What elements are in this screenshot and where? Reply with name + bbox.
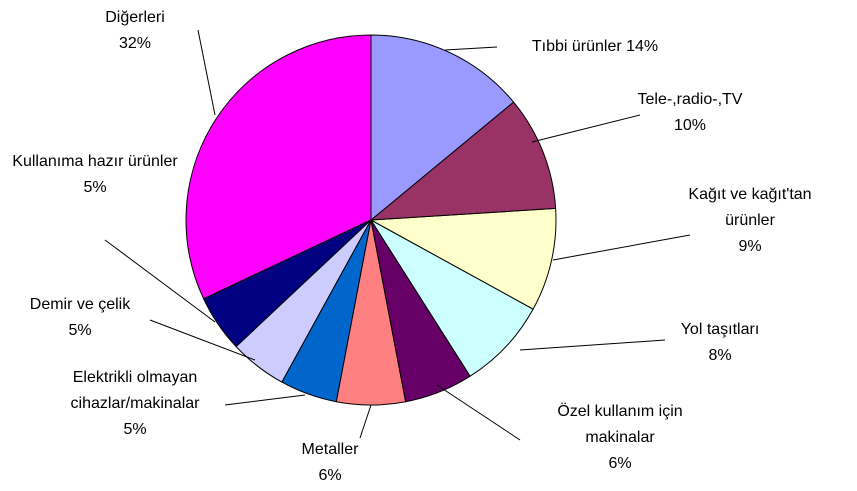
category-label: Yol taşıtları [680, 321, 760, 338]
slice-label: Elektrikli olmayan cihazlar/makinalar 5% [50, 365, 220, 443]
leader-line [531, 114, 641, 143]
slice-label: Yol taşıtları 8% [635, 317, 805, 369]
category-label: Özel kullanım için makinalar [557, 403, 683, 446]
category-label: Demir ve çelik [29, 296, 131, 313]
category-label: Tele-,radio-,TV [637, 91, 743, 108]
leader-lines [104, 29, 691, 441]
value-label: 5% [68, 322, 92, 339]
category-label: Kullanıma hazır ürünler [12, 153, 178, 170]
slice-label: Özel kullanım için makinalar 6% [535, 399, 705, 477]
slice-label: Demir ve çelik 5% [0, 292, 165, 344]
slice-label: Tıbbi ürünler 14% [485, 34, 705, 60]
leader-line [359, 404, 372, 439]
leader-line [519, 339, 666, 351]
slice-label: Kullanıma hazır ürünler 5% [10, 149, 180, 201]
leader-line [224, 394, 306, 406]
leader-line [197, 29, 216, 116]
slice-label: Tele-,radio-,TV 10% [605, 87, 775, 139]
slice-label: Metaller 6% [245, 437, 415, 489]
leader-line [444, 46, 498, 51]
value-label: 6% [318, 467, 342, 484]
value-label: 5% [123, 421, 147, 438]
value-label: 32% [118, 35, 152, 52]
pie-slice [370, 34, 515, 222]
leader-line [436, 384, 521, 441]
value-label: 9% [738, 238, 762, 255]
category-label: Metaller [301, 441, 359, 458]
slice-label: Diğerleri 32% [50, 5, 220, 57]
category-label: Elektrikli olmayan cihazlar/makinalar [70, 369, 200, 412]
value-label: 14% [626, 38, 659, 55]
leader-line [104, 239, 216, 323]
pie-slice [369, 101, 557, 221]
value-label: 8% [708, 347, 732, 364]
pie-slice [370, 219, 534, 377]
category-label: Diğerleri [105, 9, 165, 26]
slice-label: Kağıt ve kağıt'tan ürünler 9% [665, 182, 835, 260]
value-label: 10% [673, 117, 707, 134]
leader-line [552, 234, 691, 261]
category-label: Tıbbi ürünler [531, 38, 622, 55]
value-label: 5% [83, 179, 107, 196]
pie-slice [185, 34, 372, 300]
leader-line [149, 319, 256, 361]
category-label: Kağıt ve kağıt'tan ürünler [688, 186, 812, 229]
pie-slice [369, 207, 557, 310]
value-label: 6% [608, 455, 632, 472]
